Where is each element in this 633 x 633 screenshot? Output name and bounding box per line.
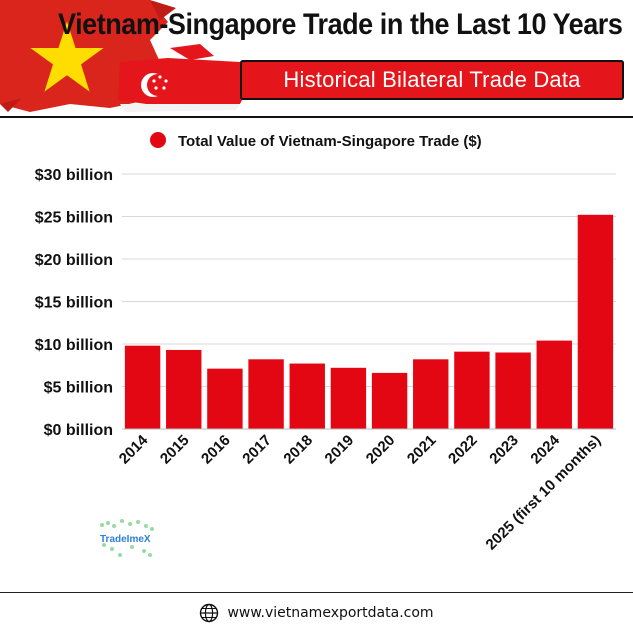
y-tick-label: $30 billion	[35, 167, 113, 184]
y-tick-label: $15 billion	[35, 295, 113, 312]
y-tick-label: $5 billion	[44, 380, 113, 397]
subtitle-banner: Historical Bilateral Trade Data	[240, 60, 624, 100]
tradeimex-logo	[100, 519, 154, 557]
bar	[330, 367, 367, 429]
x-tick-label: 2022	[445, 432, 481, 468]
y-tick-label: $20 billion	[35, 252, 113, 269]
vietnam-star-icon	[30, 21, 104, 92]
bar	[166, 349, 202, 429]
x-tick-label: 2017	[239, 432, 275, 468]
bar	[495, 352, 531, 429]
x-tick-label: 2016	[198, 432, 234, 468]
legend-marker	[150, 132, 166, 148]
x-tick-label: 2018	[280, 432, 316, 468]
x-tick-label: 2024	[527, 431, 563, 467]
bar	[413, 359, 449, 429]
bar-chart: Total Value of Vietnam-Singapore Trade (…	[35, 132, 616, 553]
x-tick-label: 2015	[157, 432, 193, 468]
globe-icon	[200, 603, 219, 623]
x-tick-label: 2021	[404, 432, 440, 468]
footer: www.vietnamexportdata.com	[0, 598, 633, 628]
x-tick-label: 2014	[116, 431, 152, 467]
website-link[interactable]: www.vietnamexportdata.com	[227, 605, 434, 621]
header-divider	[0, 116, 633, 118]
bar	[577, 214, 614, 429]
singapore-crescent-icon	[141, 73, 169, 97]
legend-label: Total Value of Vietnam-Singapore Trade (…	[178, 133, 482, 150]
x-tick-label: 2019	[322, 432, 358, 468]
watermark-text: TradeImeX	[100, 534, 151, 545]
footer-divider	[0, 592, 633, 593]
y-tick-label: $0 billion	[44, 422, 113, 439]
bar	[536, 340, 572, 429]
page-subtitle: Historical Bilateral Trade Data	[283, 67, 581, 92]
bar	[248, 359, 284, 429]
page-title: Vietnam-Singapore Trade in the Last 10 Y…	[58, 8, 623, 41]
y-tick-label: $10 billion	[35, 337, 113, 354]
x-tick-label: 2020	[363, 432, 399, 468]
y-tick-label: $25 billion	[35, 210, 113, 227]
header: Vietnam-Singapore Trade in the Last 10 Y…	[0, 0, 633, 112]
bar	[371, 372, 408, 429]
bar	[124, 345, 161, 429]
bar	[454, 351, 490, 429]
bar	[207, 368, 243, 429]
x-tick-label: 2023	[486, 432, 522, 468]
bar	[289, 363, 325, 429]
